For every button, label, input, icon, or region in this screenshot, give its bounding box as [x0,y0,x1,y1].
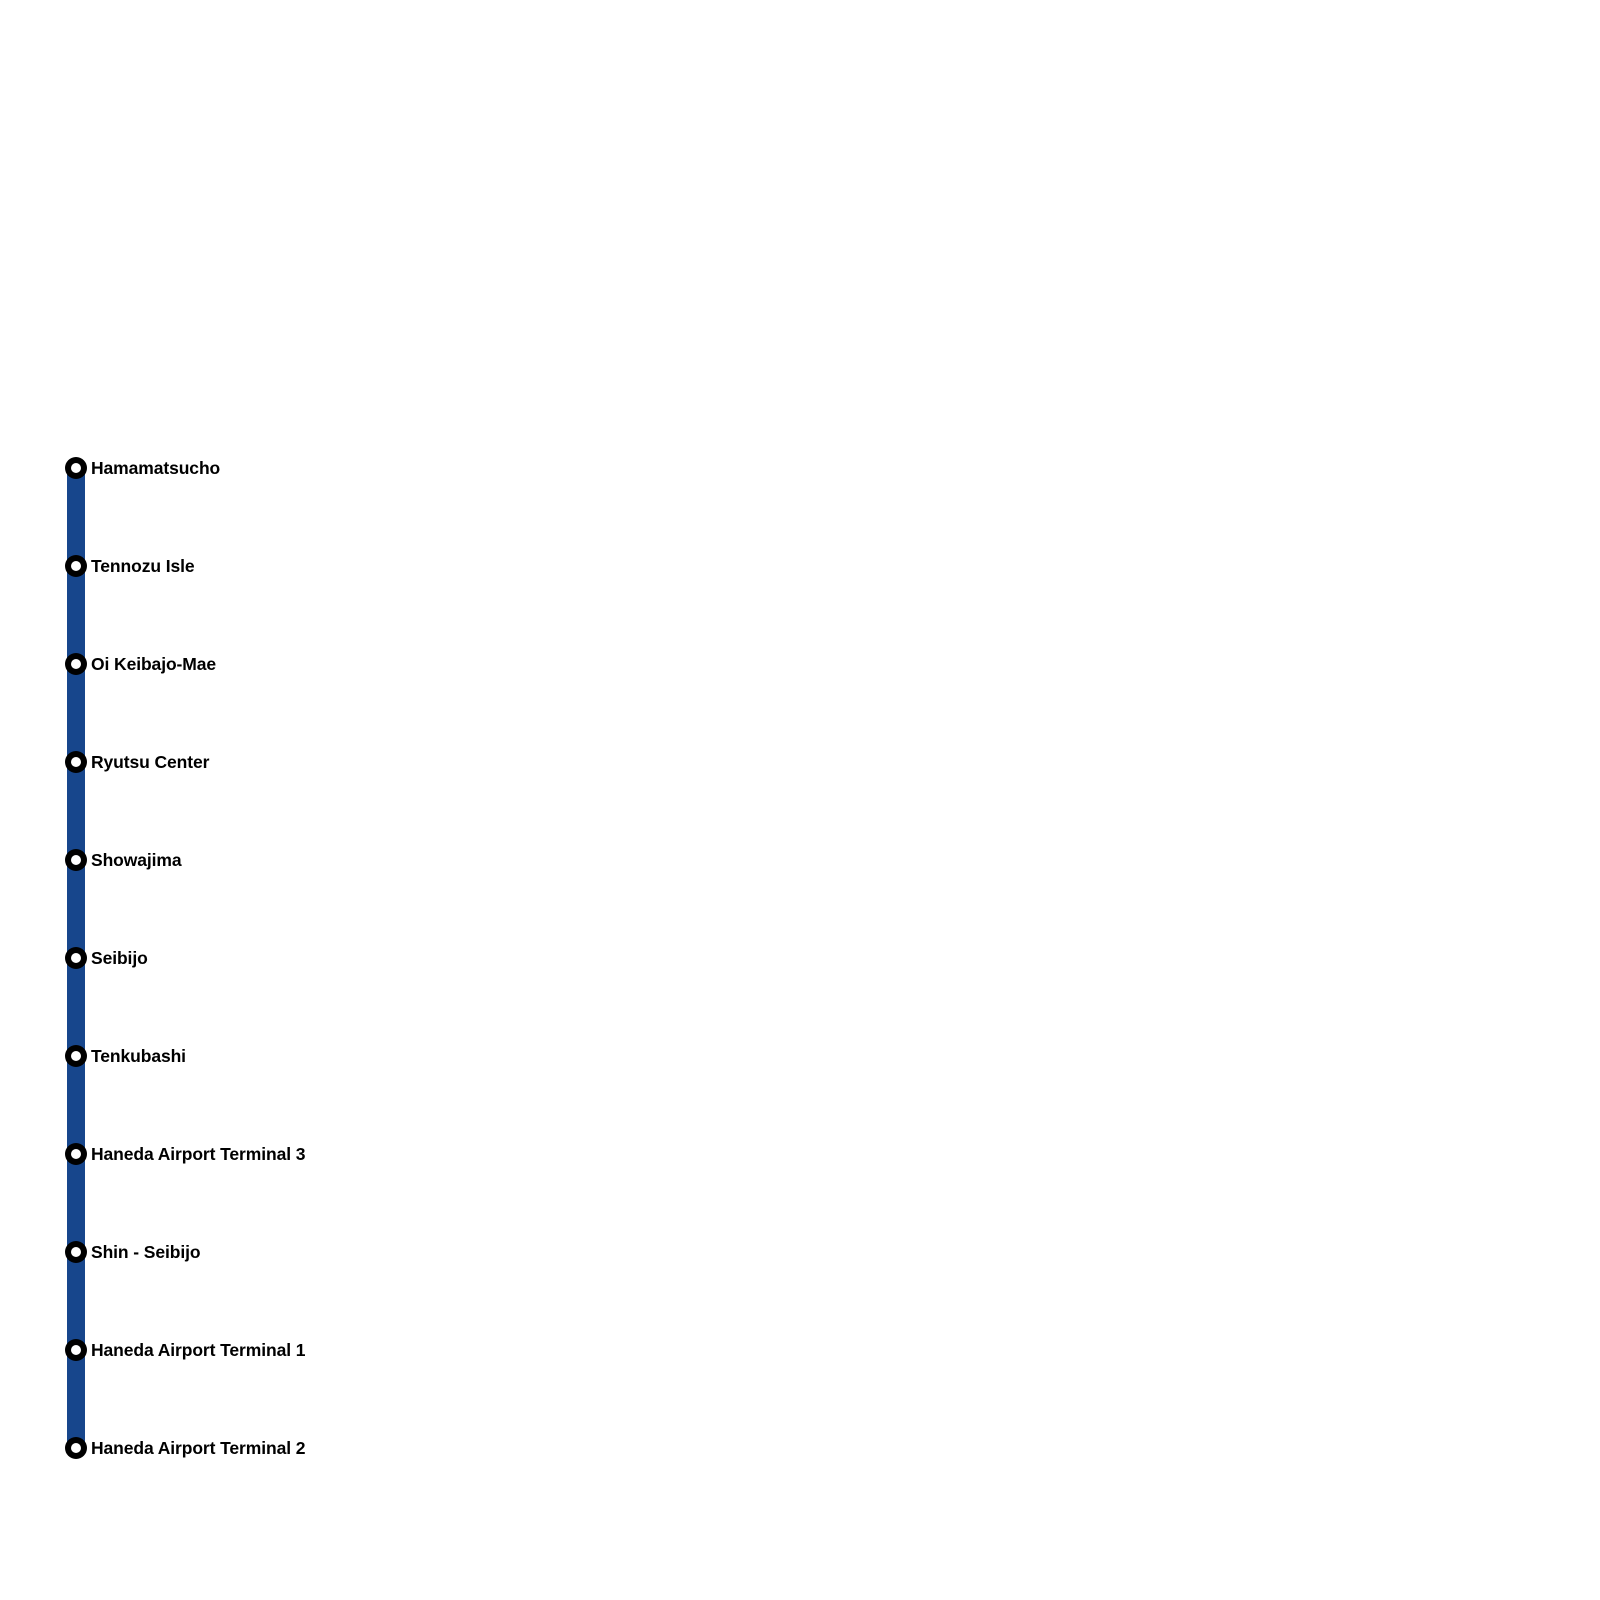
station-label: Showajima [91,850,182,870]
station-label: Shin - Seibijo [91,1242,201,1262]
station-label: Tenkubashi [91,1046,186,1066]
station-marker-icon[interactable] [65,457,87,479]
station-marker-icon[interactable] [65,947,87,969]
station-marker-icon[interactable] [65,653,87,675]
station-label: Haneda Airport Terminal 2 [91,1438,306,1458]
station-label: Hamamatsucho [91,458,221,478]
station-marker-icon[interactable] [65,1143,87,1165]
station-label: Ryutsu Center [91,752,210,772]
station-label: Seibijo [91,948,148,968]
station-marker-icon[interactable] [65,555,87,577]
station-marker-icon[interactable] [65,751,87,773]
station-marker-icon[interactable] [65,1339,87,1361]
station-marker-icon[interactable] [65,849,87,871]
station-label: Haneda Airport Terminal 3 [91,1144,306,1164]
station-label: Tennozu Isle [91,556,195,576]
station-label: Oi Keibajo-Mae [91,654,217,674]
station-label: Haneda Airport Terminal 1 [91,1340,306,1360]
station-marker-icon[interactable] [65,1045,87,1067]
station-marker-icon[interactable] [65,1241,87,1263]
station-marker-icon[interactable] [65,1437,87,1459]
